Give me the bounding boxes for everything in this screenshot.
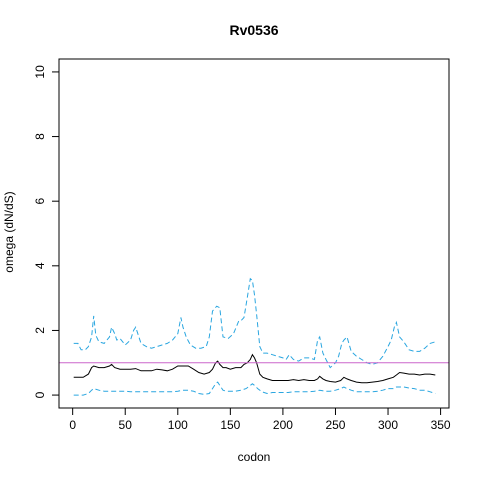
- x-axis-label: codon: [238, 450, 271, 464]
- plot-frame: [58, 58, 450, 409]
- y-tick-label: 0: [33, 391, 47, 398]
- x-tick-label: 150: [220, 418, 240, 432]
- x-tick-label: 0: [69, 418, 76, 432]
- y-tick-label: 2: [33, 327, 47, 334]
- x-tick-label: 350: [431, 418, 451, 432]
- x-tick-label: 100: [168, 418, 188, 432]
- x-tick-label: 300: [378, 418, 398, 432]
- y-tick-label: 4: [33, 262, 47, 269]
- x-tick-label: 250: [325, 418, 345, 432]
- y-tick-label: 8: [33, 133, 47, 140]
- x-tick-label: 50: [119, 418, 133, 432]
- x-tick-label: 200: [273, 418, 293, 432]
- chart-title: Rv0536: [229, 22, 278, 38]
- y-tick-label: 10: [33, 65, 47, 79]
- y-tick-label: 6: [33, 198, 47, 205]
- series-estimate-line: [73, 353, 436, 384]
- series-lower-line: [73, 381, 436, 396]
- y-axis-label: omega (dN/dS): [2, 191, 16, 272]
